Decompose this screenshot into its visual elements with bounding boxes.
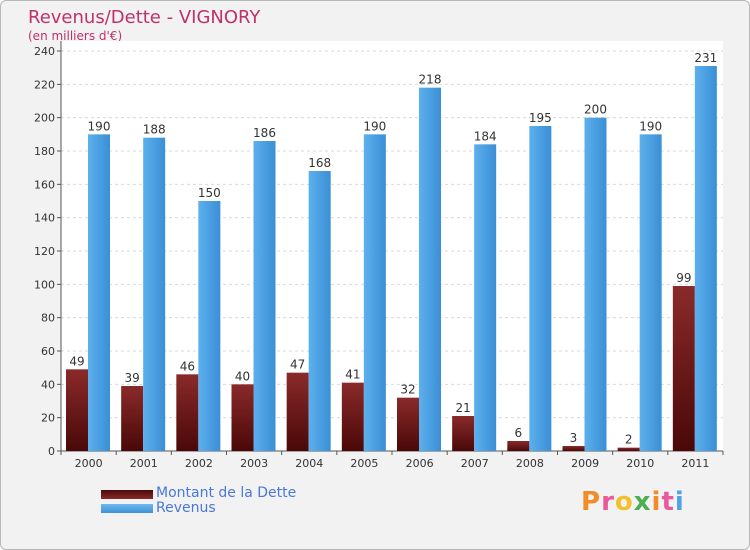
value-label-revenus: 200: [584, 103, 607, 117]
logo-letter: i: [674, 487, 685, 517]
bar-revenus: [694, 66, 717, 451]
logo-letter: x: [633, 487, 652, 517]
value-label-revenus: 168: [308, 156, 331, 170]
value-label-revenus: 184: [474, 129, 497, 143]
x-tick-label: 2005: [350, 457, 378, 470]
x-tick-label: 2009: [571, 457, 599, 470]
bar-dette: [286, 372, 309, 451]
bar-revenus: [88, 134, 110, 452]
bar-revenus: [584, 117, 607, 452]
x-tick-label: 2008: [516, 457, 544, 470]
logo-letter: P: [581, 487, 602, 517]
legend-swatch-dette: [101, 490, 153, 499]
y-tick-label: 220: [34, 78, 55, 91]
y-tick-label: 240: [34, 45, 55, 58]
value-label-dette: 99: [676, 271, 691, 285]
y-tick-label: 40: [41, 378, 55, 391]
y-tick-label: 100: [34, 278, 55, 291]
chart-subtitle: (en milliers d'€): [28, 29, 123, 43]
value-label-dette: 40: [235, 369, 250, 383]
x-tick-label: 2001: [130, 457, 158, 470]
bar-dette: [176, 374, 199, 451]
bar-dette: [121, 386, 144, 451]
value-label-dette: 2: [625, 433, 633, 447]
x-tick-label: 2011: [681, 457, 709, 470]
value-label-revenus: 195: [529, 111, 552, 125]
bar-dette: [452, 416, 475, 451]
logo-letter: i: [651, 487, 662, 517]
value-label-dette: 6: [515, 426, 523, 440]
bar-dette: [507, 441, 530, 451]
bar-revenus: [308, 171, 331, 451]
value-label-revenus: 190: [639, 119, 662, 133]
bar-revenus: [474, 144, 497, 452]
value-label-revenus: 218: [419, 73, 442, 87]
value-label-revenus: 186: [253, 126, 276, 140]
x-tick-label: 2006: [406, 457, 434, 470]
value-label-revenus: 150: [198, 186, 221, 200]
x-tick-label: 2000: [75, 457, 103, 470]
bar-dette: [231, 384, 254, 451]
bar-revenus: [639, 134, 662, 452]
value-label-revenus: 231: [694, 51, 717, 65]
bar-revenus: [198, 201, 221, 451]
value-label-revenus: 188: [143, 123, 166, 137]
logo-letter: o: [614, 487, 634, 517]
proxiti-logo: Proxiti: [581, 487, 685, 517]
x-tick-label: 2010: [626, 457, 654, 470]
bar-revenus: [143, 137, 166, 451]
x-tick-label: 2003: [240, 457, 268, 470]
bar-dette: [617, 447, 640, 451]
y-tick-label: 0: [48, 445, 55, 458]
y-tick-label: 160: [34, 178, 55, 191]
value-label-dette: 46: [180, 359, 195, 373]
y-tick-label: 200: [34, 112, 55, 125]
bar-dette: [66, 369, 88, 451]
bar-revenus: [253, 141, 276, 451]
bar-dette: [562, 446, 585, 451]
bar-revenus: [419, 87, 441, 452]
y-tick-label: 60: [41, 345, 55, 358]
bar-revenus: [529, 126, 552, 451]
logo-letter: t: [661, 487, 675, 517]
y-tick-label: 80: [41, 312, 55, 325]
value-label-dette: 3: [570, 431, 578, 445]
value-label-dette: 41: [345, 368, 360, 382]
x-tick-label: 2007: [461, 457, 489, 470]
value-label-revenus: 190: [88, 119, 111, 133]
bar-dette: [397, 397, 419, 451]
value-label-dette: 39: [125, 371, 140, 385]
bar-dette: [672, 286, 695, 451]
x-tick-label: 2004: [295, 457, 323, 470]
value-label-dette: 21: [456, 401, 471, 415]
y-tick-label: 180: [34, 145, 55, 158]
logo-letter: r: [601, 487, 615, 517]
value-label-revenus: 190: [363, 119, 386, 133]
legend-swatch-revenus: [101, 504, 153, 513]
legend-label-dette: Montant de la Dette: [156, 485, 297, 501]
value-label-dette: 47: [290, 358, 305, 372]
y-tick-label: 120: [34, 245, 55, 258]
plot-area: [61, 41, 723, 451]
legend-label-revenus: Revenus: [156, 500, 216, 516]
x-tick-label: 2002: [185, 457, 213, 470]
value-label-dette: 49: [69, 354, 84, 368]
y-tick-label: 20: [41, 412, 55, 425]
y-tick-label: 140: [34, 212, 55, 225]
bar-dette: [341, 382, 364, 451]
chart-title: Revenus/Dette - VIGNORY: [28, 7, 261, 28]
bar-revenus: [363, 134, 386, 452]
value-label-dette: 32: [400, 383, 415, 397]
